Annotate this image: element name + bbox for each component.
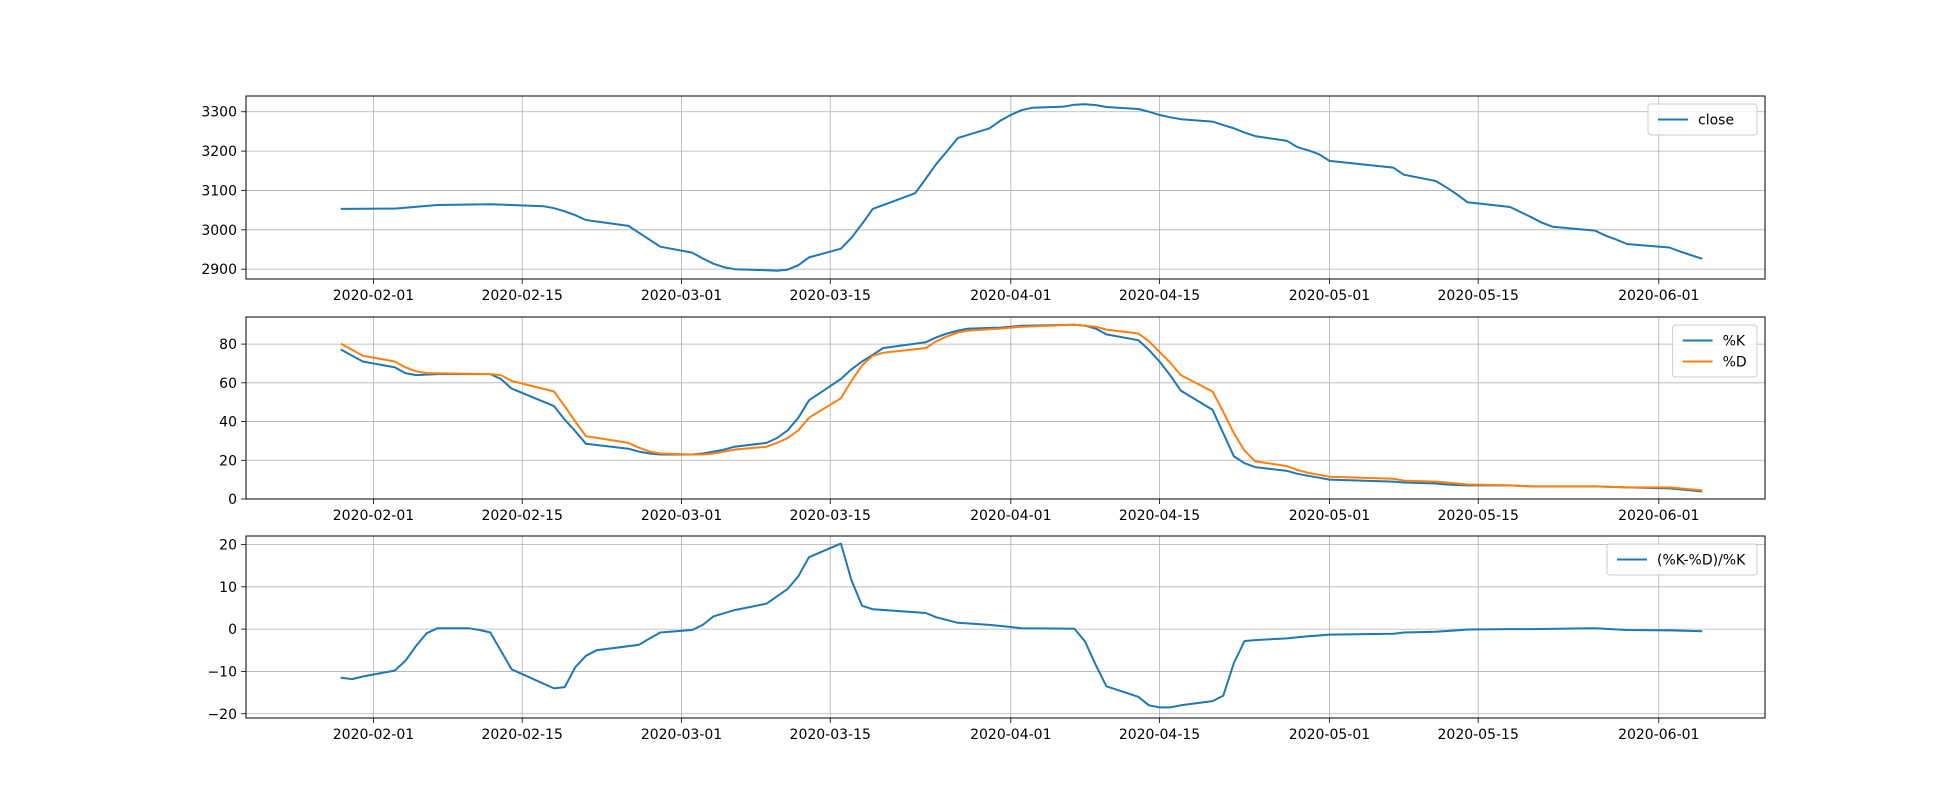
x-tick-label: 2020-02-15	[481, 288, 562, 304]
x-tick-label: 2020-02-01	[333, 508, 414, 524]
y-tick-label: 60	[219, 376, 237, 392]
legend-label: %K	[1723, 334, 1746, 350]
y-tick-label: −20	[207, 707, 237, 723]
x-tick-label: 2020-04-01	[970, 727, 1051, 743]
x-tick-label: 2020-05-15	[1438, 727, 1519, 743]
y-tick-label: 3000	[201, 223, 237, 239]
x-tick-label: 2020-06-01	[1618, 727, 1699, 743]
series-line-close	[340, 103, 1703, 272]
x-tick-label: 2020-03-15	[790, 727, 871, 743]
x-tick-label: 2020-03-01	[641, 508, 722, 524]
x-tick-label: 2020-04-01	[970, 288, 1051, 304]
axes-frame	[245, 535, 1766, 719]
y-tick-label: 0	[228, 622, 237, 638]
x-tick-label: 2020-05-15	[1438, 508, 1519, 524]
y-tick-label: 3300	[201, 105, 237, 121]
x-tick-label: 2020-05-01	[1289, 288, 1370, 304]
series-line-k-d-k	[340, 542, 1703, 709]
y-tick-label: −10	[207, 664, 237, 680]
legend-label: %D	[1723, 355, 1747, 371]
chart-panel-2: 2020-02-01 2020-02-15 2020-03-01 2020-03-15…	[219, 316, 1766, 524]
x-tick-label: 2020-03-15	[790, 508, 871, 524]
series-line-k	[340, 323, 1703, 493]
x-tick-label: 2020-02-15	[481, 508, 562, 524]
x-tick-label: 2020-03-01	[641, 727, 722, 743]
x-tick-label: 2020-04-15	[1119, 727, 1200, 743]
y-tick-label: 20	[219, 453, 237, 469]
x-tick-label: 2020-05-01	[1289, 508, 1370, 524]
y-tick-label: 3100	[201, 183, 237, 199]
x-tick-label: 2020-06-01	[1618, 508, 1699, 524]
legend-label: close	[1698, 113, 1734, 129]
x-tick-label: 2020-03-01	[641, 288, 722, 304]
y-tick-label: 3200	[201, 144, 237, 160]
y-tick-label: 2900	[201, 262, 237, 278]
series-line-d	[340, 323, 1703, 492]
x-tick-label: 2020-02-15	[481, 727, 562, 743]
legend-frame	[1606, 543, 1758, 576]
x-tick-label: 2020-04-01	[970, 508, 1051, 524]
x-tick-label: 2020-02-01	[333, 288, 414, 304]
x-tick-label: 2020-05-15	[1438, 288, 1519, 304]
x-tick-label: 2020-05-01	[1289, 727, 1370, 743]
legend: close	[1647, 103, 1758, 136]
legend-label: (%K-%D)/%K	[1657, 553, 1746, 569]
axes-frame	[245, 316, 1766, 500]
legend: (%K-%D)/%K	[1606, 543, 1758, 576]
x-tick-label: 2020-04-15	[1119, 508, 1200, 524]
legend-frame	[1647, 103, 1758, 136]
chart-panel-3: 2020-02-01 2020-02-15 2020-03-01 2020-03-15…	[207, 535, 1766, 743]
chart-panel-1: 2020-02-01 2020-02-15 2020-03-01 2020-03-15…	[201, 95, 1766, 304]
x-tick-label: 2020-04-15	[1119, 288, 1200, 304]
legend-frame	[1672, 324, 1758, 378]
y-tick-label: 0	[228, 492, 237, 508]
x-tick-label: 2020-02-01	[333, 727, 414, 743]
x-tick-label: 2020-03-15	[790, 288, 871, 304]
y-tick-label: 20	[219, 537, 237, 553]
axes-frame	[245, 95, 1766, 280]
legend: %K %D	[1672, 324, 1758, 378]
y-tick-label: 10	[219, 580, 237, 596]
y-tick-label: 40	[219, 415, 237, 431]
y-tick-label: 80	[219, 337, 237, 353]
x-tick-label: 2020-06-01	[1618, 288, 1699, 304]
